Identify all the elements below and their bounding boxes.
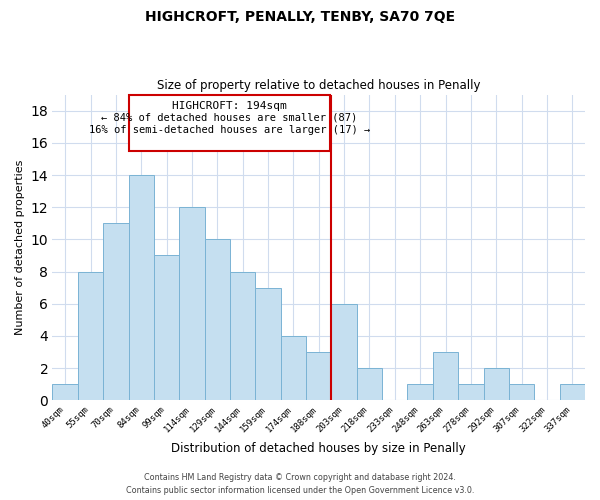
Text: Contains HM Land Registry data © Crown copyright and database right 2024.
Contai: Contains HM Land Registry data © Crown c… bbox=[126, 474, 474, 495]
Text: 16% of semi-detached houses are larger (17) →: 16% of semi-detached houses are larger (… bbox=[89, 125, 370, 135]
Bar bbox=[154, 256, 179, 400]
Bar bbox=[560, 384, 585, 400]
Text: HIGHCROFT, PENALLY, TENBY, SA70 7QE: HIGHCROFT, PENALLY, TENBY, SA70 7QE bbox=[145, 10, 455, 24]
Bar bbox=[357, 368, 382, 400]
Bar bbox=[52, 384, 78, 400]
Bar bbox=[458, 384, 484, 400]
Bar bbox=[484, 368, 509, 400]
Bar bbox=[179, 207, 205, 400]
FancyBboxPatch shape bbox=[128, 94, 330, 151]
Title: Size of property relative to detached houses in Penally: Size of property relative to detached ho… bbox=[157, 79, 481, 92]
Bar bbox=[306, 352, 331, 401]
Text: ← 84% of detached houses are smaller (87): ← 84% of detached houses are smaller (87… bbox=[101, 112, 358, 122]
Bar bbox=[281, 336, 306, 400]
Bar bbox=[509, 384, 534, 400]
Text: HIGHCROFT: 194sqm: HIGHCROFT: 194sqm bbox=[172, 101, 287, 111]
Bar bbox=[205, 240, 230, 400]
Bar bbox=[128, 175, 154, 400]
Y-axis label: Number of detached properties: Number of detached properties bbox=[15, 160, 25, 335]
Bar bbox=[78, 272, 103, 400]
X-axis label: Distribution of detached houses by size in Penally: Distribution of detached houses by size … bbox=[172, 442, 466, 455]
Bar bbox=[433, 352, 458, 401]
Bar bbox=[230, 272, 256, 400]
Bar bbox=[407, 384, 433, 400]
Bar bbox=[331, 304, 357, 400]
Bar bbox=[256, 288, 281, 401]
Bar bbox=[103, 224, 128, 400]
